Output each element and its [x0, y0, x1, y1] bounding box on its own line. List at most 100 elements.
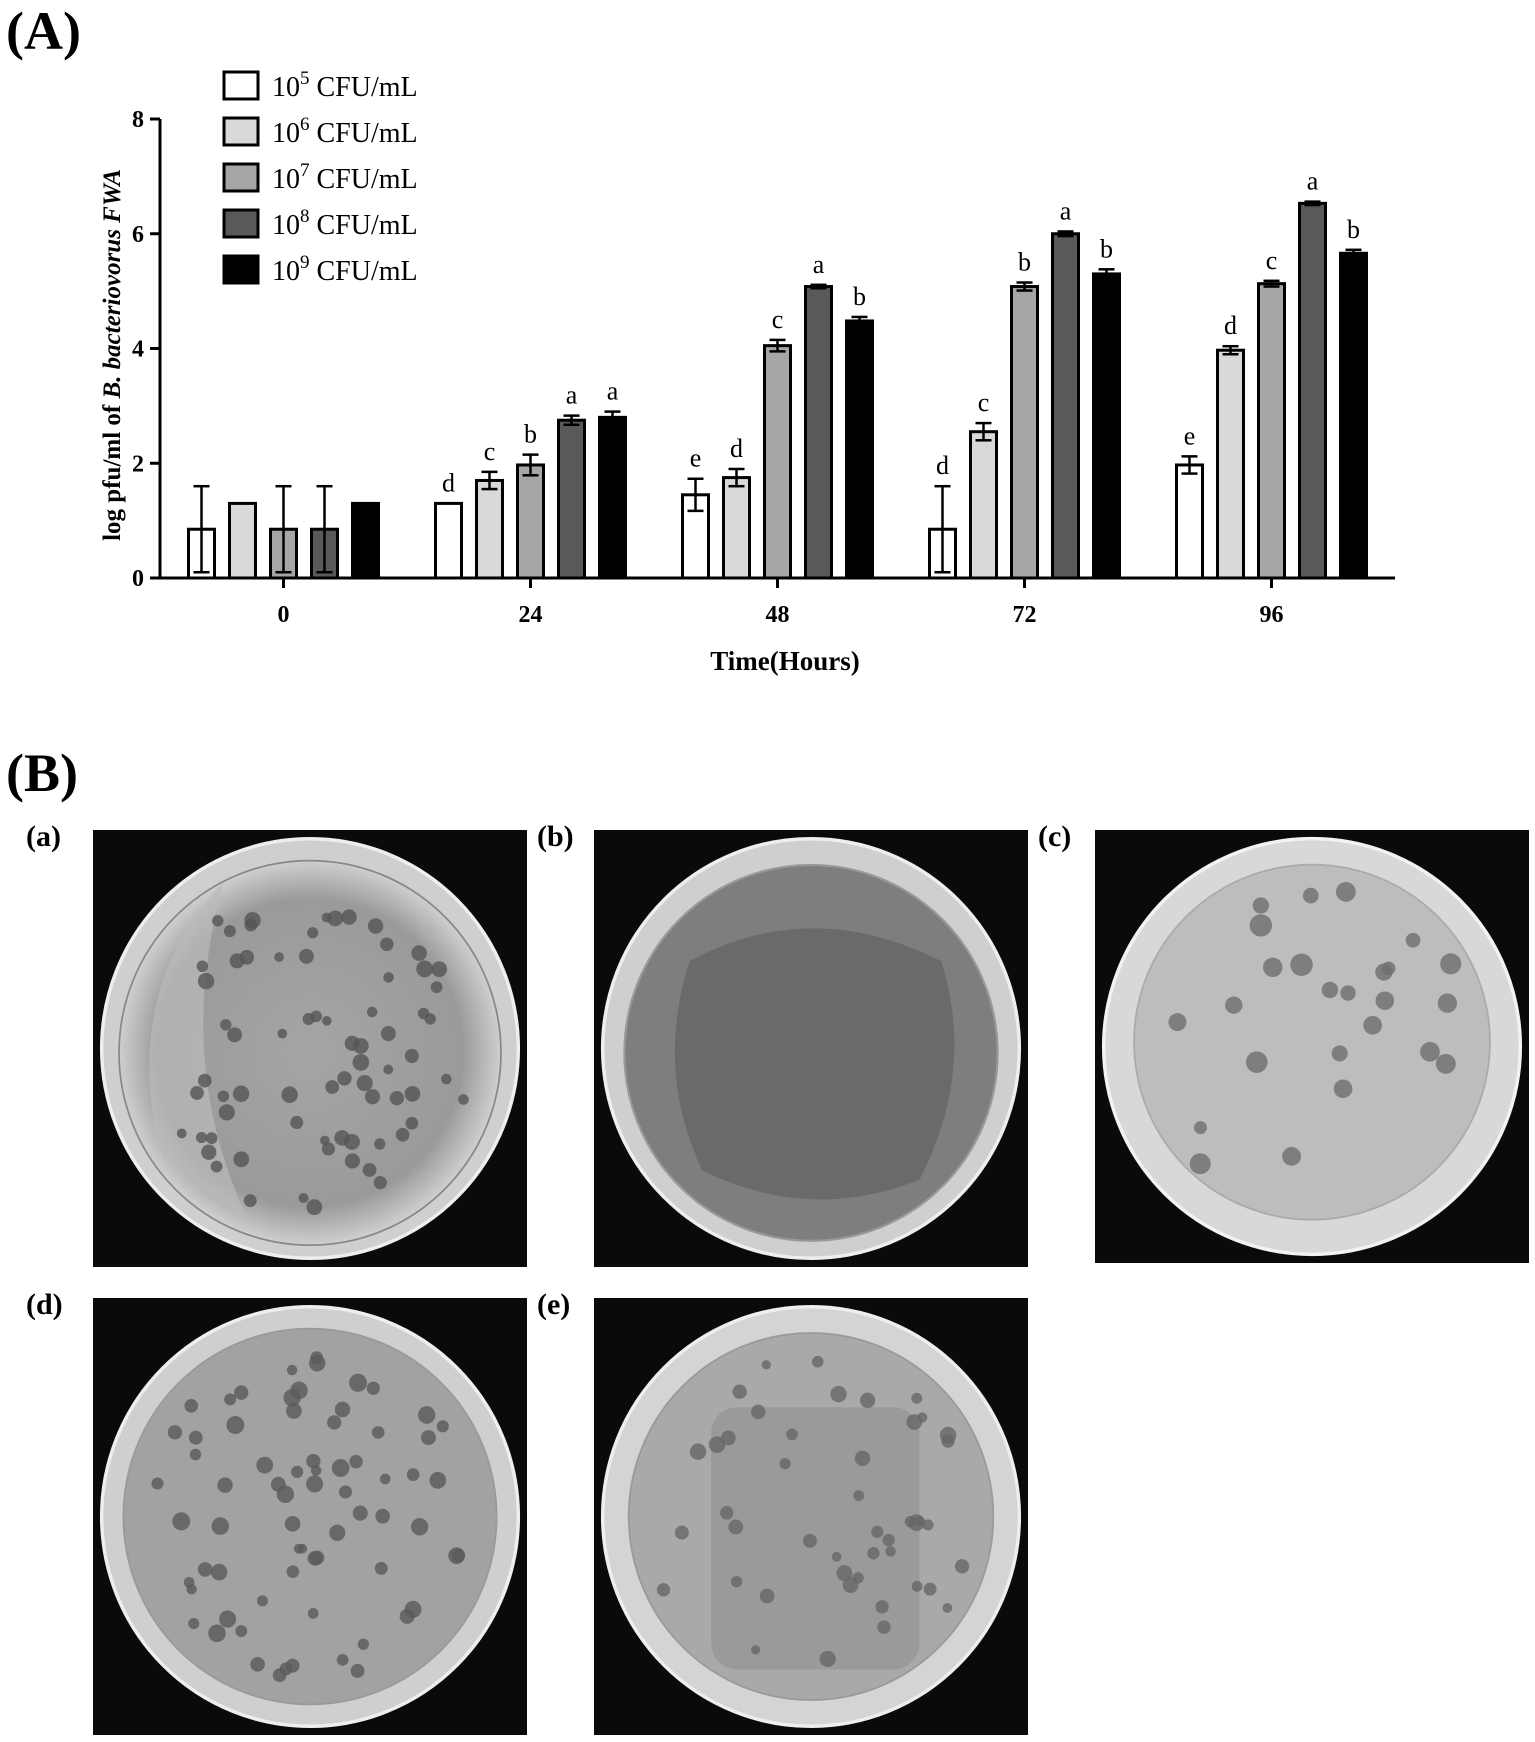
plaque	[939, 1426, 957, 1444]
plaque	[383, 972, 394, 983]
plaque	[1375, 991, 1395, 1010]
plaque	[291, 1465, 304, 1479]
plaque	[284, 1515, 301, 1532]
bar	[516, 463, 545, 580]
bar	[475, 478, 504, 580]
plaque	[1252, 897, 1270, 914]
plaque	[256, 1456, 274, 1474]
plaque	[331, 1459, 350, 1477]
panel-a-label: (A)	[6, 1, 81, 61]
significance-letter: a	[813, 250, 825, 279]
plaque	[277, 1028, 288, 1039]
plaque	[218, 1104, 235, 1121]
plaque	[875, 1600, 889, 1614]
legend-swatch	[222, 70, 260, 101]
plaque	[1263, 957, 1283, 978]
legend-swatch	[222, 254, 260, 285]
significance-letter: b	[1018, 248, 1031, 277]
bar	[804, 285, 833, 580]
plaque	[344, 1153, 360, 1169]
plaque	[188, 1430, 203, 1445]
plaque	[244, 918, 258, 932]
plaque	[337, 1071, 352, 1086]
plaque	[307, 1607, 319, 1619]
significance-letter: b	[1347, 215, 1360, 244]
plaque	[380, 937, 394, 952]
plaque	[224, 1393, 237, 1406]
plaque	[205, 1132, 218, 1145]
plaque	[411, 945, 427, 961]
plaque	[357, 1638, 370, 1650]
plaque	[1282, 1147, 1302, 1166]
plaque	[942, 1603, 953, 1613]
plaque	[234, 1385, 249, 1400]
plaque	[751, 1645, 761, 1655]
y-axis-label-italic: B. bacteriovorus FWA	[99, 169, 126, 399]
plaque	[283, 1388, 301, 1407]
photo-b-label: (b)	[537, 820, 574, 853]
plaque	[306, 1453, 321, 1469]
plaque	[441, 1073, 452, 1085]
plaque	[674, 1525, 689, 1540]
plaque	[276, 1485, 295, 1503]
plaque	[190, 1086, 204, 1100]
plaque	[272, 1668, 287, 1683]
plaque	[389, 1091, 404, 1106]
plaque	[349, 1373, 368, 1392]
plaque	[395, 1127, 410, 1142]
significance-letter: a	[1060, 196, 1072, 225]
y-tick-label: 4	[132, 337, 144, 363]
plaque	[1405, 932, 1421, 948]
plaque	[882, 1533, 895, 1547]
plaque	[302, 1012, 315, 1026]
panel-b-label: (B)	[6, 743, 78, 803]
photo-e-label: (e)	[537, 1288, 571, 1321]
significance-letter: b	[1100, 234, 1113, 263]
plaque	[424, 1013, 436, 1025]
petri-dish-photo-d	[93, 1298, 527, 1735]
plaque	[404, 1048, 419, 1064]
plaque	[853, 1490, 865, 1502]
plaque	[656, 1583, 671, 1597]
plaque	[350, 1663, 365, 1678]
y-axis: 0 2 4 6 8	[132, 107, 162, 592]
bar	[722, 476, 751, 580]
plaque	[379, 1473, 391, 1485]
bar	[1175, 463, 1204, 580]
plaque	[176, 1128, 187, 1139]
plaque	[1336, 881, 1356, 902]
plaque	[307, 1550, 323, 1566]
plaque	[410, 1518, 429, 1536]
plaque	[327, 910, 344, 927]
legend-label: 106 CFU/mL	[272, 114, 418, 149]
plaque	[307, 927, 319, 939]
plaque	[911, 1580, 923, 1592]
plaque	[811, 1355, 824, 1368]
plaque	[786, 1428, 798, 1441]
significance-letter: c	[484, 437, 496, 466]
plaque	[860, 1392, 876, 1408]
plaque	[436, 1420, 449, 1433]
plaque	[759, 1588, 775, 1604]
plaque	[227, 1027, 243, 1043]
plaque	[223, 925, 236, 938]
plaque	[239, 949, 255, 965]
plaque	[367, 918, 384, 934]
plaque	[196, 960, 209, 973]
legend: 105 CFU/mL 106 CFU/mL 107 CFU/mL 108 CFU/mL…	[222, 68, 418, 287]
significance-letter: c	[1266, 246, 1278, 275]
plaque	[250, 1657, 265, 1672]
plaque	[310, 1351, 324, 1365]
plaque	[730, 1575, 743, 1588]
plaque	[451, 1548, 466, 1563]
y-tick-label: 0	[132, 566, 144, 592]
plaque	[233, 1151, 250, 1168]
plaque	[310, 1465, 322, 1476]
plaque	[908, 1514, 925, 1532]
plaque	[208, 1624, 226, 1643]
y-axis-label-plain: log pfu/ml of	[99, 399, 126, 541]
plaque	[285, 1658, 300, 1673]
plaque	[212, 915, 224, 927]
bar	[1010, 285, 1039, 580]
plaque	[219, 1610, 237, 1628]
